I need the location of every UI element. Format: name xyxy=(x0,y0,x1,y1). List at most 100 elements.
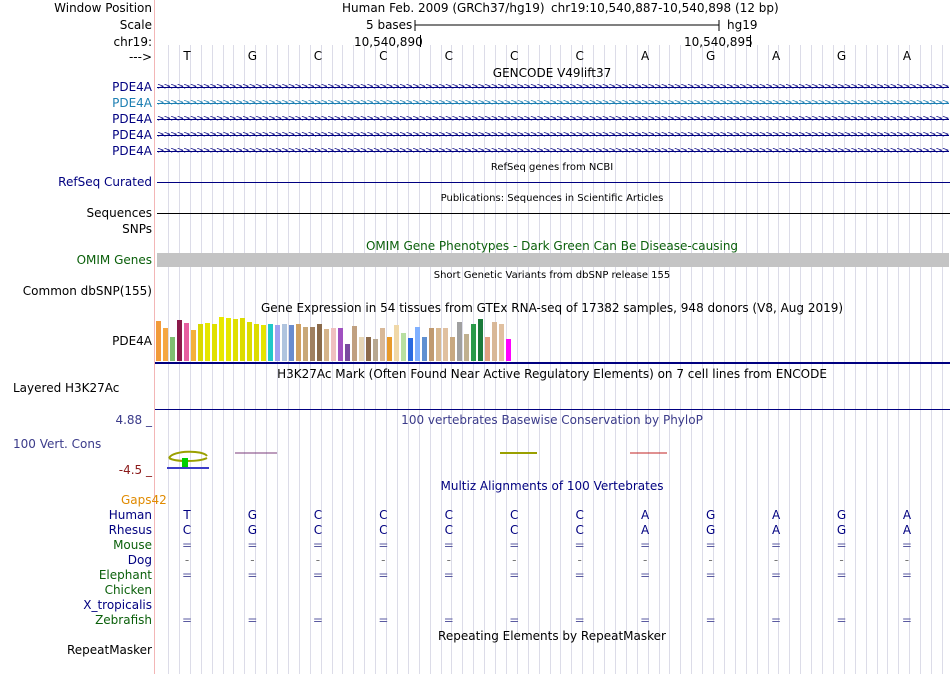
label-common-dbsnp[interactable]: Common dbSNP(155) xyxy=(22,284,152,298)
gtex-tissue-bar[interactable] xyxy=(282,324,287,361)
gtex-tissue-bar[interactable] xyxy=(296,324,301,361)
gtex-tissue-bar[interactable] xyxy=(478,319,483,361)
gtex-tissue-bar[interactable] xyxy=(156,321,161,361)
gtex-tissue-bar[interactable] xyxy=(373,339,378,361)
gtex-bar-chart[interactable] xyxy=(155,316,555,361)
multiz-species-rhesus[interactable]: Rhesus xyxy=(108,523,152,537)
gtex-tissue-bar[interactable] xyxy=(345,344,350,361)
gtex-tissue-bar[interactable] xyxy=(436,328,441,361)
gtex-tissue-bar[interactable] xyxy=(198,324,203,361)
gtex-tissue-bar[interactable] xyxy=(366,337,371,361)
label-snps[interactable]: SNPs xyxy=(122,222,152,236)
label-layered-h3k27ac[interactable]: Layered H3K27Ac xyxy=(13,381,120,395)
gtex-tissue-bar[interactable] xyxy=(401,333,406,361)
label-pde4a-3[interactable]: PDE4A xyxy=(112,112,152,126)
multiz-species-human[interactable]: Human xyxy=(108,508,152,522)
gtex-tissue-bar[interactable] xyxy=(422,337,427,361)
gridline xyxy=(909,45,911,674)
gtex-tissue-bar[interactable] xyxy=(387,337,392,361)
multiz-base: = xyxy=(443,538,454,552)
gtex-tissue-bar[interactable] xyxy=(429,328,434,361)
label-chrom[interactable]: chr19: xyxy=(113,35,152,49)
multiz-row: = = = = = = = = = = = = xyxy=(0,538,950,552)
gencode-transcript-5[interactable]: >>>>>>>>>>>>>>>>>>>>>>>>>>>>>>>>>>>>>>>>… xyxy=(157,148,949,155)
gencode-transcript-1[interactable]: >>>>>>>>>>>>>>>>>>>>>>>>>>>>>>>>>>>>>>>>… xyxy=(157,84,949,91)
gtex-tissue-bar[interactable] xyxy=(163,328,168,361)
gtex-tissue-bar[interactable] xyxy=(317,324,322,361)
gtex-tissue-bar[interactable] xyxy=(324,329,329,361)
multiz-species-chicken[interactable]: Chicken xyxy=(104,583,152,597)
gtex-tissue-bar[interactable] xyxy=(254,324,259,361)
multiz-species-zebrafish[interactable]: Zebrafish xyxy=(95,613,152,627)
gtex-tissue-bar[interactable] xyxy=(464,334,469,361)
omim-gene-band[interactable] xyxy=(157,253,949,267)
phylop-conservation-plot[interactable] xyxy=(155,440,950,475)
gencode-transcript-3[interactable]: >>>>>>>>>>>>>>>>>>>>>>>>>>>>>>>>>>>>>>>>… xyxy=(157,116,949,123)
gtex-tissue-bar[interactable] xyxy=(219,317,224,361)
label-pde4a-5[interactable]: PDE4A xyxy=(112,144,152,158)
gtex-tissue-bar[interactable] xyxy=(394,325,399,361)
gridline xyxy=(484,45,486,674)
gtex-tissue-bar[interactable] xyxy=(240,318,245,361)
gridline xyxy=(767,45,769,674)
label-refseq-curated[interactable]: RefSeq Curated xyxy=(58,175,152,189)
gtex-tissue-bar[interactable] xyxy=(275,325,280,361)
gtex-tissue-bar[interactable] xyxy=(303,327,308,361)
gtex-tissue-bar[interactable] xyxy=(331,328,336,361)
gtex-tissue-bar[interactable] xyxy=(359,337,364,361)
gtex-tissue-bar[interactable] xyxy=(457,322,462,361)
multiz-species-dog[interactable]: Dog xyxy=(127,553,152,567)
gtex-tissue-bar[interactable] xyxy=(226,318,231,361)
label-scale[interactable]: Scale xyxy=(119,18,152,32)
gtex-tissue-bar[interactable] xyxy=(408,338,413,361)
gencode-transcript-4[interactable]: >>>>>>>>>>>>>>>>>>>>>>>>>>>>>>>>>>>>>>>>… xyxy=(157,132,949,139)
label-pde4a-1[interactable]: PDE4A xyxy=(112,80,152,94)
gencode-transcript-2[interactable]: >>>>>>>>>>>>>>>>>>>>>>>>>>>>>>>>>>>>>>>>… xyxy=(157,100,949,107)
base-letter: A xyxy=(641,49,650,63)
label-omim-genes[interactable]: OMIM Genes xyxy=(76,253,152,267)
multiz-species-elephant[interactable]: Elephant xyxy=(98,568,152,582)
label-gtex-gene[interactable]: PDE4A xyxy=(112,334,152,348)
sequences-line[interactable] xyxy=(157,213,950,214)
gtex-tissue-bar[interactable] xyxy=(499,324,504,361)
label-pde4a-2[interactable]: PDE4A xyxy=(112,96,152,110)
label-strand-arrow[interactable]: ---> xyxy=(128,50,152,64)
gtex-tissue-bar[interactable] xyxy=(233,319,238,361)
refseq-curated-line[interactable] xyxy=(157,182,950,183)
h3k27ac-line[interactable] xyxy=(155,409,950,410)
gtex-tissue-bar[interactable] xyxy=(177,320,182,361)
gtex-tissue-bar[interactable] xyxy=(268,324,273,361)
gtex-tissue-bar[interactable] xyxy=(289,325,294,361)
gtex-tissue-bar[interactable] xyxy=(380,328,385,361)
gtex-tissue-bar[interactable] xyxy=(443,328,448,361)
gtex-tissue-bar[interactable] xyxy=(352,326,357,361)
label-pde4a-4[interactable]: PDE4A xyxy=(112,128,152,142)
gtex-tissue-bar[interactable] xyxy=(170,337,175,361)
gtex-tissue-bar[interactable] xyxy=(485,337,490,361)
gtex-tissue-bar[interactable] xyxy=(338,328,343,361)
gtex-tissue-bar[interactable] xyxy=(471,324,476,361)
label-sequences[interactable]: Sequences xyxy=(86,206,152,220)
multiz-species-mouse[interactable]: Mouse xyxy=(113,538,152,552)
gtex-tissue-bar[interactable] xyxy=(492,322,497,361)
multiz-base: G xyxy=(836,508,847,522)
multiz-base: C xyxy=(575,523,584,537)
multiz-base: = xyxy=(901,568,912,582)
base-letter: C xyxy=(444,49,453,63)
gtex-tissue-bar[interactable] xyxy=(247,322,252,361)
gtex-tissue-bar[interactable] xyxy=(212,324,217,361)
multiz-base: = xyxy=(836,568,847,582)
label-repeatmasker[interactable]: RepeatMasker xyxy=(66,643,152,657)
label-100-vert-cons[interactable]: 100 Vert. Cons xyxy=(13,437,102,451)
label-gaps[interactable]: Gaps42 xyxy=(121,493,167,507)
gtex-tissue-bar[interactable] xyxy=(450,337,455,361)
gtex-tissue-bar[interactable] xyxy=(506,339,511,361)
gtex-tissue-bar[interactable] xyxy=(191,330,196,361)
gtex-tissue-bar[interactable] xyxy=(310,327,315,361)
multiz-species-x_tropicalis[interactable]: X_tropicalis xyxy=(83,598,152,612)
label-window-position[interactable]: Window Position xyxy=(54,1,152,15)
gtex-tissue-bar[interactable] xyxy=(205,323,210,361)
gtex-tissue-bar[interactable] xyxy=(184,323,189,361)
gtex-tissue-bar[interactable] xyxy=(415,327,420,361)
gtex-tissue-bar[interactable] xyxy=(261,325,266,361)
